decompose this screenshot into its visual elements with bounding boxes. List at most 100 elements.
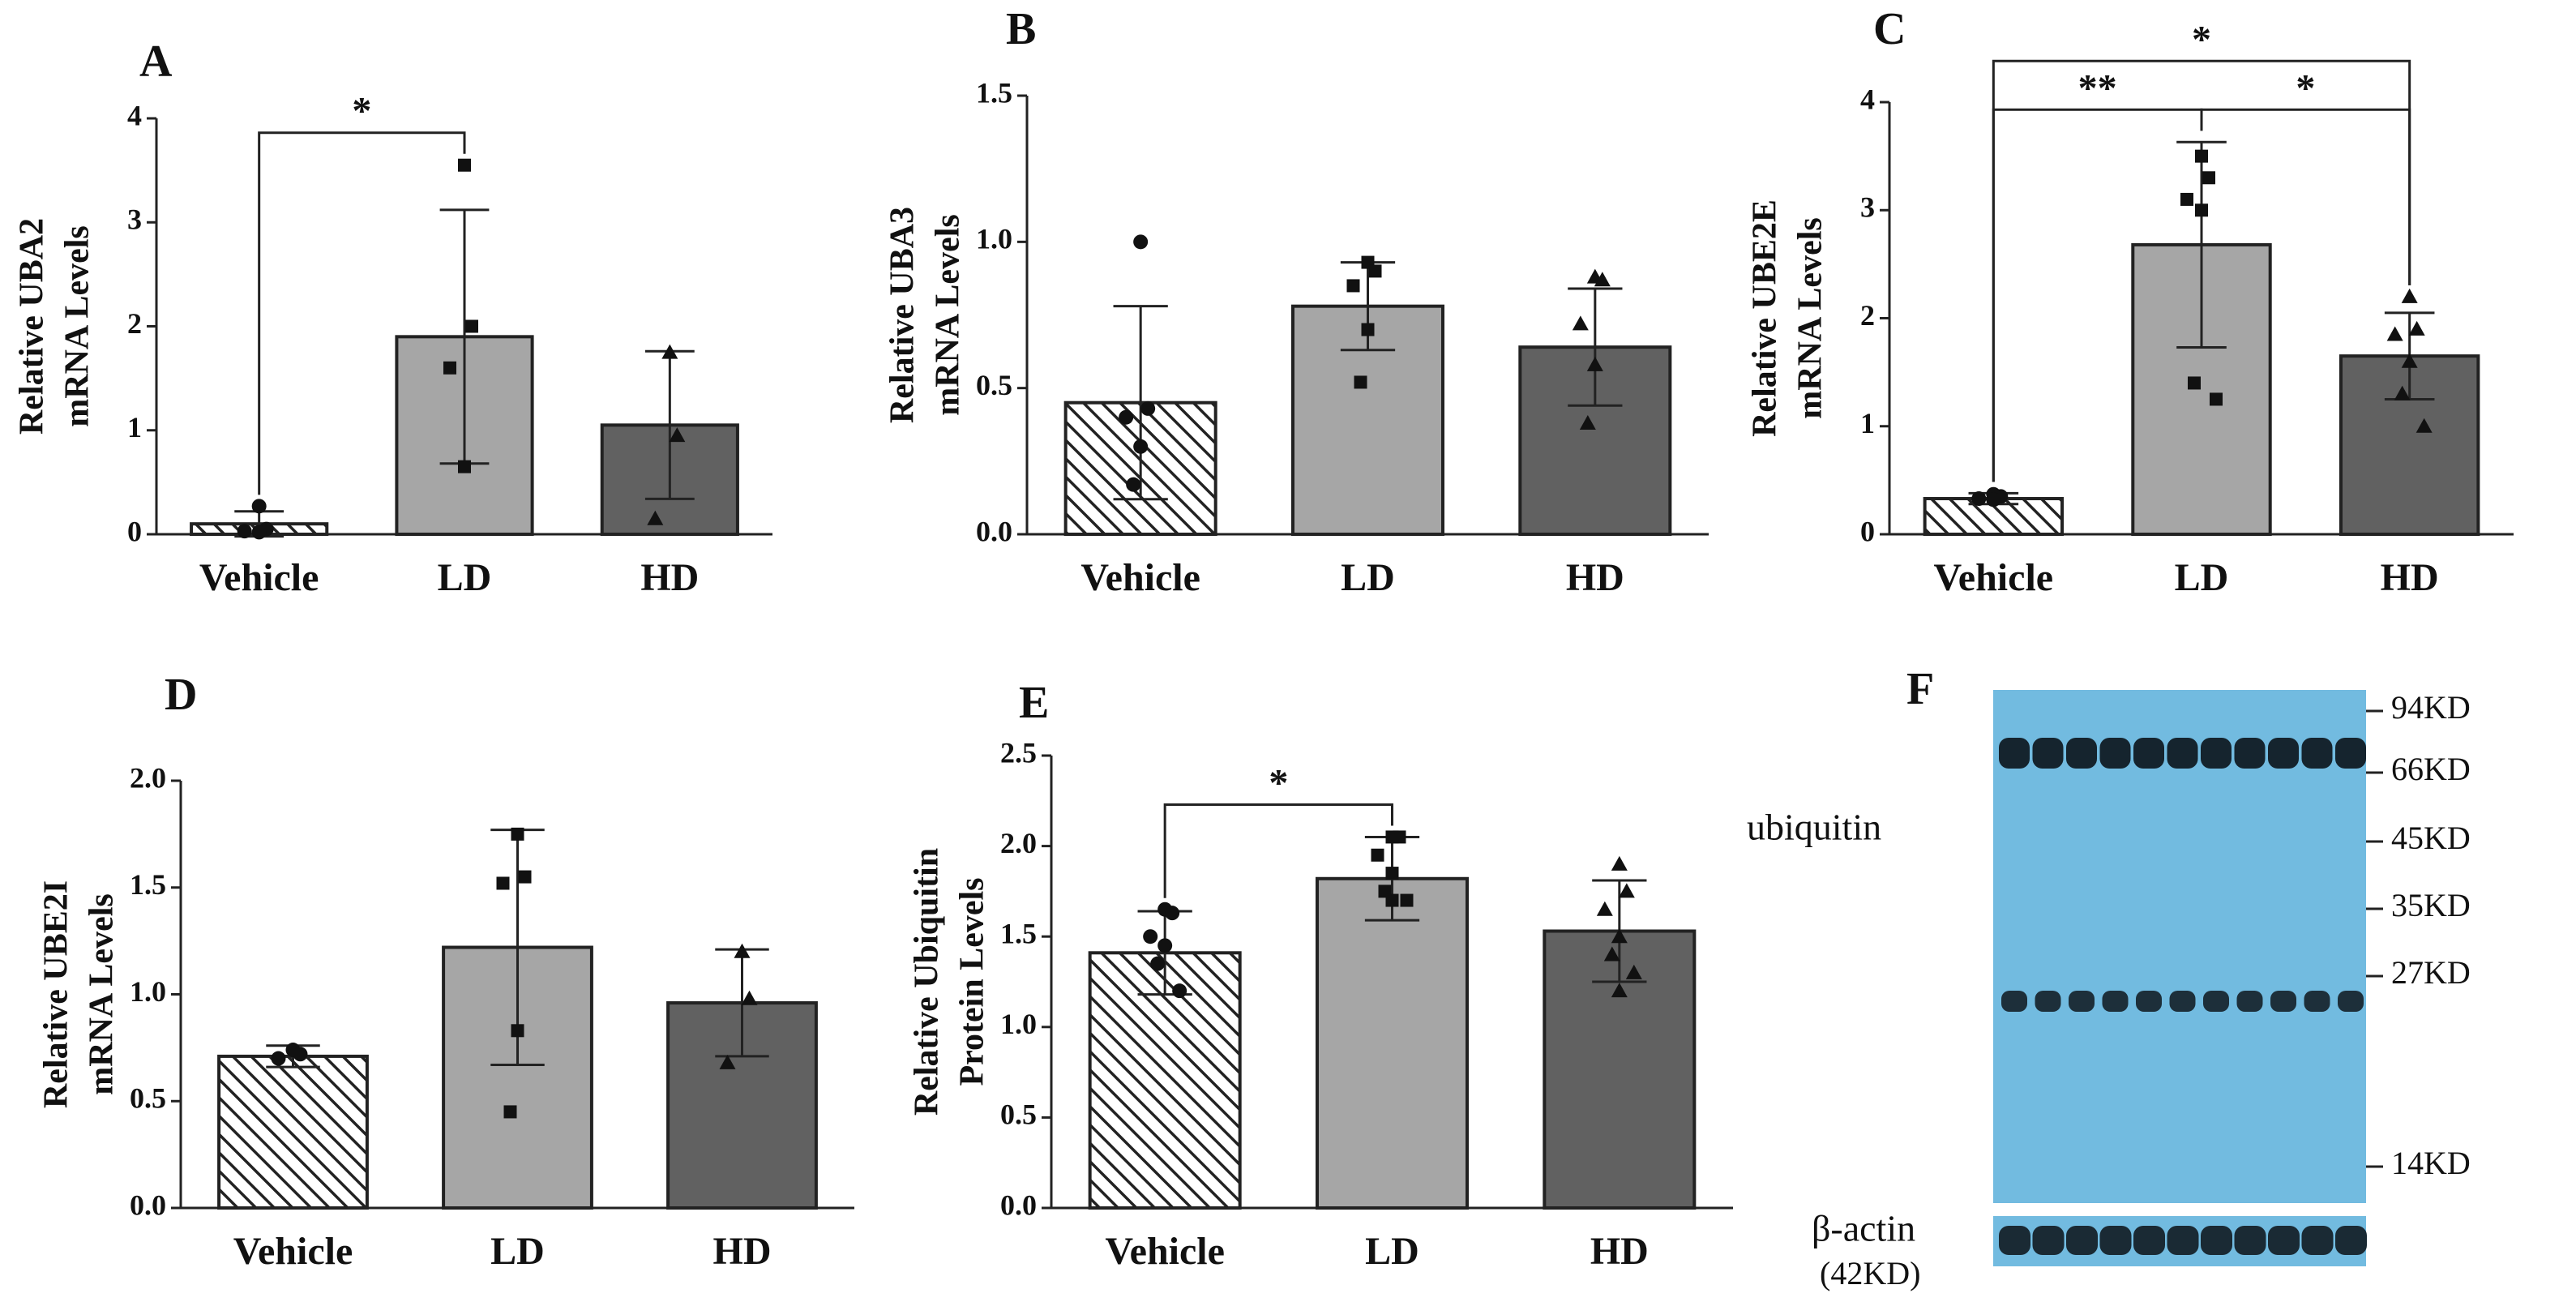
band [2338,991,2364,1012]
data-point [2408,320,2425,336]
band [2066,738,2097,769]
y-tick-label: 1 [1860,407,1875,439]
data-point [1133,439,1149,454]
data-point [1586,356,1603,371]
band [2335,738,2366,769]
significance-bracket [1163,803,1393,898]
y-tick-label: 2 [1860,299,1875,332]
data-point [1346,279,1360,293]
data-point [1150,956,1166,971]
data-point [458,460,471,473]
data-point [1611,928,1628,944]
data-point [1361,323,1375,336]
y-tick-label: 0.0 [1000,1189,1037,1221]
bar-chart: C Relative UBE2E mRNA Levels 0 1 2 3 4 Vehicle LD… [1747,4,2514,599]
band [2035,991,2061,1012]
y-tick-label: 1.5 [130,868,166,901]
y-tick-label: 1.5 [1000,917,1037,949]
y-tick-label: 3 [127,203,142,236]
bar-chart: B Relative UBA3 mRNA Levels 0.0 0.5 1.0 1.5 Veh… [884,4,1709,599]
data-point [2195,149,2208,163]
band [2102,991,2129,1012]
data-point [1140,400,1156,416]
band [2270,991,2296,1012]
panel-letter: E [1019,678,1049,728]
marker-label: 66KD [2391,751,2471,787]
x-tick-label: Vehicle [199,556,319,599]
y-tick-label: 2.0 [130,761,166,794]
marker-label: 14KD [2391,1145,2471,1181]
band [2268,1226,2300,1255]
band [2203,991,2229,1012]
blot-lanes [1999,738,2367,1255]
significance-label: * [352,90,371,133]
band [2099,738,2131,769]
marker-label: 27KD [2391,954,2471,991]
y-tick-label: 4 [127,99,142,131]
band [2335,1226,2367,1255]
data-point [1594,272,1611,287]
y-tick-label: 1 [127,411,142,443]
data-point [1368,264,1382,278]
y-tick-label: 0.5 [130,1082,166,1115]
data-point [271,1051,286,1066]
data-point [511,827,524,841]
data-point [1618,883,1635,898]
y-tick-label: 0.5 [976,369,1012,401]
data-point [293,1047,308,1062]
data-point [251,525,267,540]
data-point [1119,409,1134,425]
y-axis-label: Relative UBE2E [1747,199,1784,437]
x-tick-label: LD [1365,1230,1419,1273]
data-point [719,1054,736,1069]
band [2099,1226,2132,1255]
y-axis-label: mRNA Levels [83,893,121,1094]
data-point [1385,893,1399,907]
band [2001,991,2027,1012]
data-point [496,876,510,890]
y-tick-label: 1.0 [976,223,1012,255]
band [1999,738,2030,769]
x-tick-label: HD [2381,556,2439,599]
data-point [237,524,252,539]
marker-label: 94KD [2391,689,2471,726]
data-point [1579,414,1596,430]
data-point [2202,171,2215,185]
data-point [503,1105,517,1119]
panel-letter: F [1906,664,1934,714]
y-axis-label: Protein Levels [954,877,991,1086]
x-tick-label: Vehicle [1105,1230,1225,1273]
band [2234,738,2266,769]
y-axis-label: mRNA Levels [1792,217,1829,418]
y-axis-label: Relative UBA2 [14,218,51,435]
protein-label: β-actin [1812,1208,1915,1249]
panel-letter: D [165,670,197,720]
data-point [1603,946,1620,962]
band [2069,991,2095,1012]
band [2133,738,2164,769]
data-point [2401,288,2418,303]
data-point [518,870,532,884]
data-point [1385,867,1399,880]
y-tick-label: 2.0 [1000,827,1037,859]
data-point [2195,203,2208,217]
protein-label: ubiquitin [1747,807,1881,848]
data-point [2394,385,2411,400]
significance-label: ** [2078,66,2117,109]
marker-label: 35KD [2391,887,2471,923]
band [2201,1226,2232,1255]
data-point [443,361,456,375]
y-tick-label: 2.5 [1000,736,1037,769]
band [2301,738,2333,769]
data-point [2210,392,2223,406]
band [2167,738,2198,769]
y-tick-label: 3 [1860,191,1875,224]
data-point [1625,964,1642,979]
bar [1088,951,1242,1210]
significance-label: * [1269,761,1288,804]
data-point [2401,353,2418,368]
data-point [1371,848,1384,862]
y-tick-label: 1.5 [976,76,1012,109]
blot-membrane [1993,690,2366,1203]
